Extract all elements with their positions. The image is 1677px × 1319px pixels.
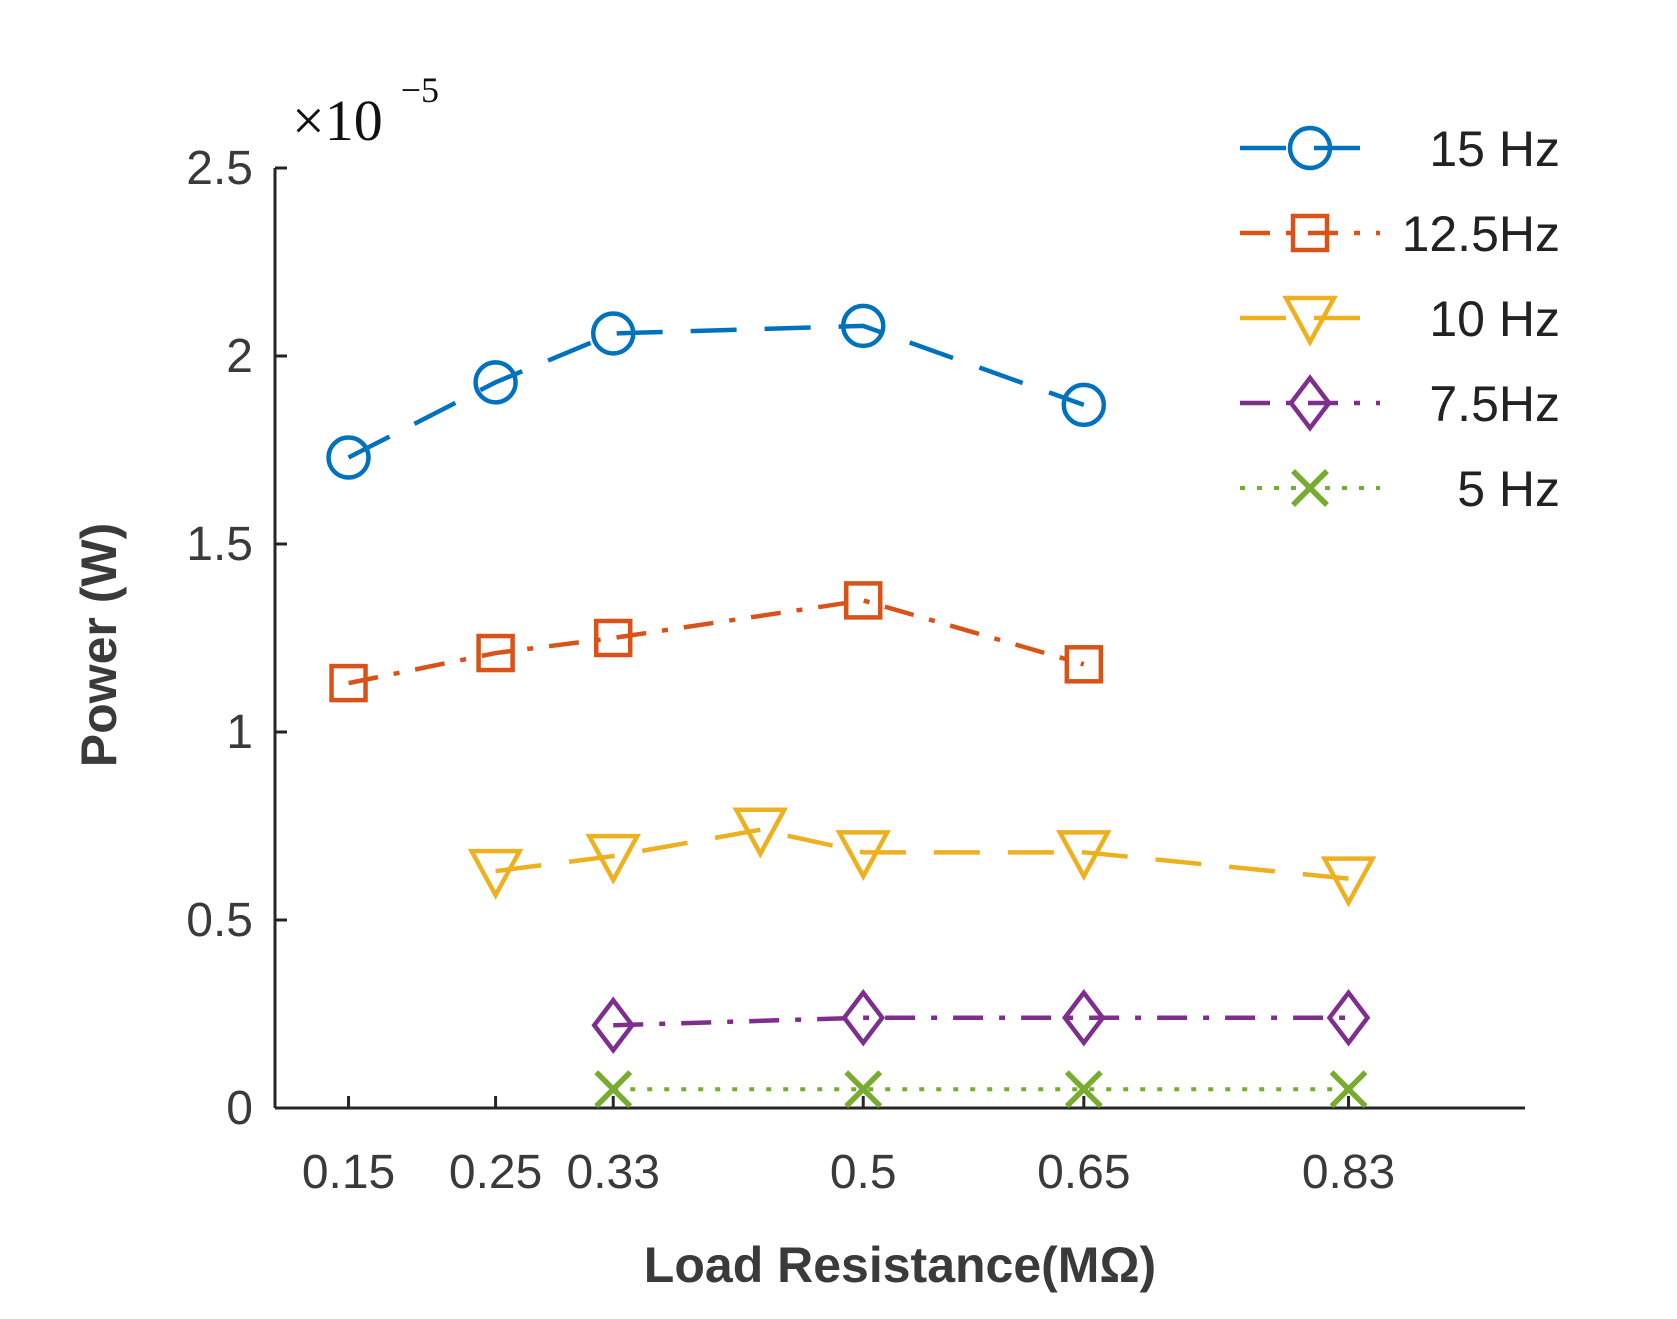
y-multiplier-exponent: −5 bbox=[401, 70, 439, 110]
legend-marker bbox=[1290, 213, 1330, 253]
y-multiplier-base: ×10 bbox=[292, 88, 383, 153]
legend-label: 12.5Hz bbox=[1402, 206, 1560, 262]
x-marker-stroke bbox=[1329, 1070, 1368, 1109]
data-point bbox=[329, 663, 368, 703]
series-line bbox=[347, 323, 1085, 460]
legend-entry: 12.5Hz bbox=[1240, 206, 1560, 262]
legend-entry: 7.5Hz bbox=[1240, 374, 1560, 432]
data-point bbox=[1061, 382, 1107, 428]
data-point bbox=[326, 435, 371, 480]
y-tick-label: 2.5 bbox=[186, 142, 253, 195]
x-tick-label: 0.15 bbox=[302, 1146, 395, 1199]
series-line bbox=[348, 598, 1085, 686]
legend-label: 7.5Hz bbox=[1429, 376, 1560, 432]
data-point bbox=[835, 830, 892, 882]
y-tick-label: 0.5 bbox=[186, 894, 253, 947]
data-point bbox=[473, 360, 518, 405]
legend-marker bbox=[1282, 295, 1338, 347]
data-point bbox=[1064, 645, 1104, 684]
x-tick-label: 0.25 bbox=[449, 1146, 542, 1199]
legend-marker bbox=[1287, 125, 1333, 171]
y-axis-title: Power (W) bbox=[71, 523, 127, 767]
legend-marker bbox=[1291, 469, 1329, 507]
axes: 0 0.5 1 1.5 2 2.5 0.15 0.25 0.33 0.5 0.65 0.83 bbox=[186, 142, 1525, 1199]
data-point bbox=[1056, 830, 1112, 882]
series-7_5Hz bbox=[591, 989, 1371, 1054]
series-line bbox=[495, 827, 1349, 881]
x-axis-title: Load Resistance(MΩ) bbox=[644, 1237, 1156, 1293]
data-point bbox=[585, 833, 642, 885]
series-12_5Hz bbox=[329, 581, 1104, 703]
legend-marker bbox=[1288, 374, 1332, 432]
data-point bbox=[1329, 1070, 1368, 1109]
y-tick-label: 0 bbox=[226, 1082, 253, 1135]
y-tick-label: 1 bbox=[226, 706, 253, 759]
data-point bbox=[1064, 1070, 1103, 1109]
data-point bbox=[841, 989, 886, 1047]
legend-entry: 5 Hz bbox=[1240, 461, 1560, 517]
y-tick-label: 2 bbox=[226, 330, 253, 383]
x-tick-label: 0.65 bbox=[1037, 1146, 1130, 1199]
data-point bbox=[467, 848, 524, 900]
series-5Hz bbox=[594, 1070, 1368, 1109]
x-tick-label: 0.33 bbox=[567, 1146, 660, 1199]
data-point bbox=[732, 807, 789, 859]
x-tick-label: 0.83 bbox=[1302, 1146, 1395, 1199]
data-point bbox=[593, 618, 633, 658]
data-point bbox=[476, 633, 515, 673]
data-point bbox=[590, 311, 636, 356]
data-point bbox=[840, 303, 886, 349]
legend-label: 15 Hz bbox=[1429, 121, 1560, 177]
legend-entry: 15 Hz bbox=[1240, 121, 1560, 177]
series-layer bbox=[326, 303, 1377, 1109]
data-point bbox=[1320, 856, 1377, 908]
series-10Hz bbox=[467, 807, 1377, 908]
x-marker-stroke bbox=[1291, 469, 1329, 507]
legend: 15 Hz 12.5Hz 10 Hz 7.5Hz 5 Hz bbox=[1240, 121, 1560, 517]
data-point bbox=[843, 581, 883, 620]
series-line bbox=[613, 1015, 1349, 1028]
x-marker-stroke bbox=[844, 1070, 883, 1109]
legend-label: 5 Hz bbox=[1457, 461, 1560, 517]
y-multiplier: ×10 −5 bbox=[292, 70, 439, 153]
y-tick-label: 1.5 bbox=[186, 518, 253, 571]
data-point bbox=[591, 996, 636, 1054]
x-tick-label: 0.5 bbox=[830, 1146, 897, 1199]
data-point bbox=[844, 1070, 883, 1109]
data-point bbox=[1061, 989, 1106, 1047]
data-point bbox=[1326, 989, 1371, 1047]
legend-label: 10 Hz bbox=[1429, 291, 1560, 347]
x-marker-stroke bbox=[594, 1070, 633, 1109]
legend-entry: 10 Hz bbox=[1240, 291, 1560, 347]
series-15Hz bbox=[326, 303, 1107, 480]
x-marker-stroke bbox=[1064, 1070, 1103, 1109]
data-point bbox=[594, 1070, 633, 1109]
